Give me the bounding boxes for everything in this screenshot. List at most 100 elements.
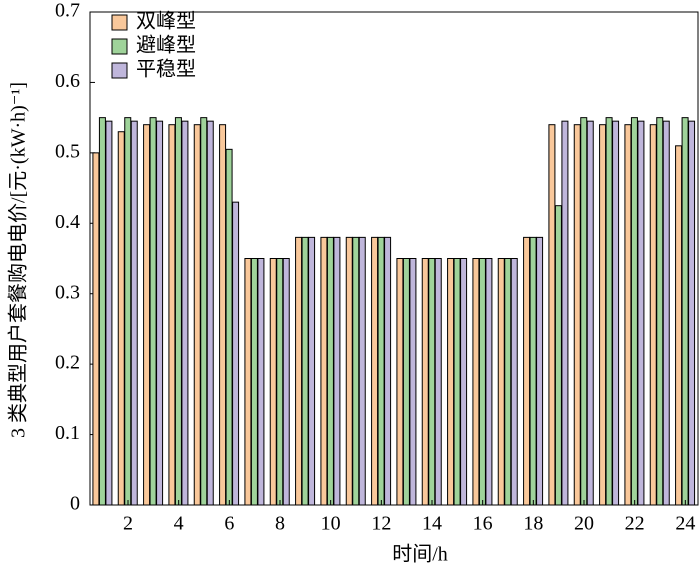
x-tick-label: 6 [224,513,234,535]
legend-label: 双峰型 [136,10,196,33]
bar [434,258,442,506]
bar [149,117,157,506]
bar [624,124,632,506]
legend-label: 平稳型 [136,58,196,81]
bar [326,236,334,506]
bar [478,258,486,506]
x-tick-label: 24 [675,513,695,535]
bar [124,117,132,506]
bar [276,258,284,506]
y-tick-label: 0.2 [55,352,80,374]
bar [605,117,613,506]
y-tick-label: 0.3 [55,281,80,303]
bar [523,236,531,506]
bar [612,120,620,506]
bar [181,120,189,506]
bar [561,120,569,506]
bar [206,120,214,506]
bar [497,258,505,506]
bar [649,124,657,506]
bar [200,117,208,506]
y-tick-label: 0.5 [55,140,80,162]
bar [421,258,429,506]
y-tick-label: 0.7 [55,0,80,22]
bar [428,258,436,506]
bar [269,258,277,506]
bar [675,145,683,506]
bar [282,258,290,506]
bar [174,117,182,506]
bar [308,236,316,506]
bar [554,205,562,506]
y-tick-label: 0 [70,493,80,515]
bar [168,124,176,506]
bar [232,201,240,506]
bar [586,120,594,506]
x-tick-label: 2 [123,513,133,535]
bar [409,258,417,506]
bar [688,120,696,506]
bar [193,124,201,506]
y-tick-label: 0.6 [55,70,80,92]
x-tick-label: 18 [523,513,543,535]
bar [472,258,480,506]
bar [630,117,638,506]
x-tick-label: 12 [371,513,391,535]
bar [529,236,537,506]
legend-swatch [111,14,128,31]
bar [504,258,512,506]
y-tick-label: 0.4 [55,211,80,233]
bar [301,236,309,506]
x-tick-label: 4 [174,513,184,535]
y-axis-label: 3 类典型用户套餐购电电价/[元·(kW·h)⁻¹] [7,82,30,438]
bar [460,258,468,506]
bar [320,236,328,506]
x-axis-label: 时间/h [392,543,448,566]
legend-label: 避峰型 [136,34,196,57]
bar [662,120,670,506]
x-tick-label: 10 [321,513,341,535]
bar [510,258,518,506]
bar [580,117,588,506]
bar [485,258,493,506]
x-tick-label: 8 [275,513,285,535]
x-tick-label: 22 [625,513,645,535]
bar [345,236,353,506]
bar [447,258,455,506]
bar [225,148,233,506]
bar [384,236,392,506]
bar [333,236,341,506]
bar [257,258,265,506]
y-tick-label: 0.1 [55,422,80,444]
bar [143,124,151,506]
plot-frame [89,11,699,506]
bar [371,236,379,506]
bar [156,120,164,506]
bar [219,124,227,506]
bar [98,117,106,506]
bar [117,131,125,506]
bar [105,120,113,506]
bar [573,124,581,506]
bar [637,120,645,506]
bar [250,258,258,506]
bar [358,236,366,506]
bar [453,258,461,506]
bar [681,117,689,506]
bar [599,124,607,506]
bar [396,258,404,506]
x-tick-label: 16 [473,513,493,535]
bar [130,120,138,506]
bar [377,236,385,506]
bar [536,236,544,506]
legend-swatch [111,38,128,55]
x-tick-label: 14 [422,513,442,535]
bar [352,236,360,506]
bar [548,124,556,506]
legend-swatch [111,62,128,79]
x-tick-label: 20 [574,513,594,535]
bar [295,236,303,506]
bar [92,152,100,506]
